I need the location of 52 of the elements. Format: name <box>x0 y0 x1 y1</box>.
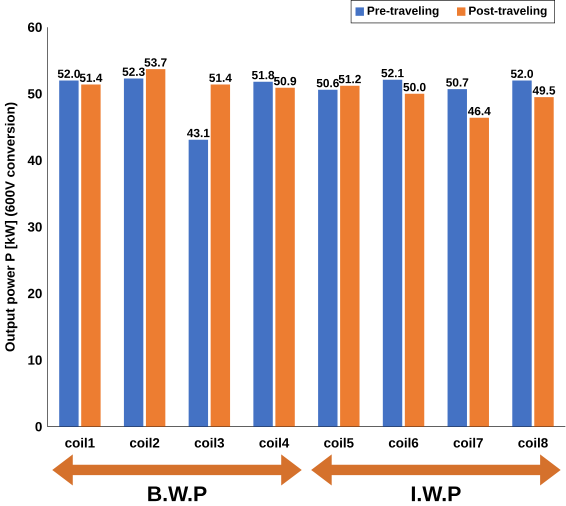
data-label: 52.0 <box>58 70 80 78</box>
y-tick-label: 10 <box>28 355 42 365</box>
data-label: 51.4 <box>80 74 102 82</box>
x-tick-label: coil3 <box>194 438 224 448</box>
x-tick-label: coil2 <box>130 438 160 448</box>
x-tick-label: coil8 <box>518 438 548 448</box>
bar <box>404 94 424 427</box>
data-label: 50.0 <box>403 82 426 92</box>
data-label: 52.0 <box>510 70 534 78</box>
bar <box>81 84 101 427</box>
data-label: 50.7 <box>446 78 468 87</box>
bar <box>534 97 554 427</box>
bar <box>318 90 338 427</box>
bar <box>253 82 273 427</box>
bar <box>448 89 467 427</box>
x-tick-label: coil6 <box>388 438 418 448</box>
y-tick-label: 40 <box>28 156 42 166</box>
y-axis-title: Output power P [kW] (600V conversion) <box>4 102 18 352</box>
legend-label: Pre-traveling <box>368 6 438 18</box>
x-tick-label: coil5 <box>324 438 354 448</box>
data-label: 43.1 <box>187 128 210 138</box>
data-label: 50.9 <box>274 76 296 86</box>
data-label: 53.7 <box>144 58 167 67</box>
x-tick-label: coil1 <box>65 438 95 448</box>
bar <box>146 69 166 427</box>
data-label: 51.8 <box>252 70 274 80</box>
y-tick-label: 50 <box>28 89 42 98</box>
data-label: 51.2 <box>338 74 361 84</box>
bar <box>470 118 489 427</box>
bar <box>59 80 79 427</box>
data-label: 46.4 <box>468 106 491 116</box>
x-tick-label: coil7 <box>454 438 483 448</box>
y-tick-label: 20 <box>28 288 42 298</box>
y-tick-label: 60 <box>28 22 42 32</box>
bar <box>382 80 402 427</box>
bar <box>188 140 208 427</box>
text: B.W.P <box>148 486 206 502</box>
bar <box>340 86 360 427</box>
bar <box>275 88 295 427</box>
data-label: 51.4 <box>209 74 232 82</box>
x-tick-label: coil4 <box>259 438 290 448</box>
bar <box>512 80 532 427</box>
y-tick-label: 30 <box>28 222 42 232</box>
data-label: 49.5 <box>532 86 556 95</box>
data-label: 50.6 <box>316 78 339 88</box>
legend-label: Post-traveling <box>469 6 546 18</box>
data-label: 52.1 <box>381 68 404 78</box>
bar <box>124 78 144 427</box>
bar <box>210 84 230 427</box>
text: I.W.P <box>412 486 461 502</box>
y-tick-label: 0 <box>35 422 42 432</box>
data-label: 52.3 <box>122 68 145 76</box>
